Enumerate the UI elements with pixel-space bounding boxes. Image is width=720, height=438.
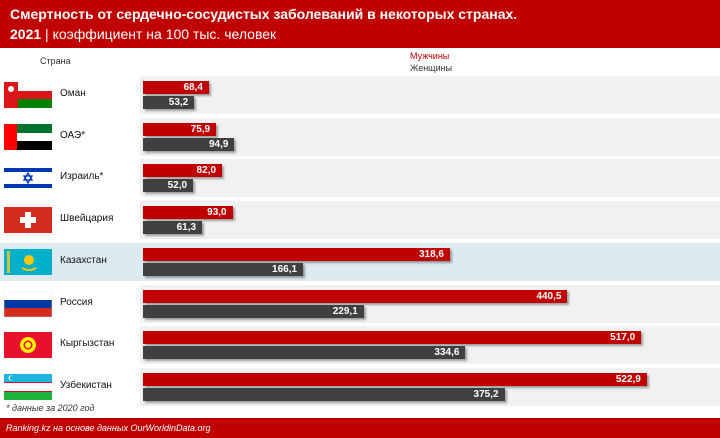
kazakhstan-flag-icon (4, 248, 52, 275)
legend-men: Мужчины (410, 51, 450, 61)
chart-row: Россия 440,5 229,1 (0, 284, 720, 323)
footnote: * данные за 2020 год (6, 403, 95, 413)
chart-row: Казахстан 318,6 166,1 (0, 242, 720, 281)
data-label: 522,9 (615, 373, 641, 385)
country-label: ОАЭ* (60, 129, 86, 141)
country-label: Израиль* (60, 171, 104, 183)
unit-label: коэффициент на 100 тыс. человек (52, 26, 277, 42)
chart-row: Оман 68,4 53,2 (0, 76, 720, 114)
chart-row: Кыргызстан 517,0 334,6 (0, 326, 720, 365)
legend: Мужчины Женщины (410, 50, 452, 74)
year-label: 2021 (10, 26, 42, 42)
bar-men: 82,0 (143, 164, 223, 178)
data-label: 166,1 (272, 263, 298, 275)
country-label: Швейцария (60, 213, 114, 225)
chart-subtitle: 2021 | коэффициент на 100 тыс. человек (10, 24, 710, 44)
data-label: 52,0 (167, 180, 188, 192)
country-column-label: Страна (40, 56, 71, 66)
country-label: Казахстан (60, 254, 107, 266)
country-label: Оман (60, 88, 86, 99)
data-label: 517,0 (610, 332, 636, 344)
data-label: 68,4 (183, 82, 203, 93)
country-label: Кыргызстан (60, 338, 115, 350)
chart-row: Швейцария 93,0 61,3 (0, 201, 720, 240)
country-label: Узбекистан (60, 379, 112, 391)
chart-row: ОАЭ* 75,9 94,9 (0, 117, 720, 156)
data-label: 334,6 (434, 347, 460, 359)
legend-women: Женщины (410, 63, 453, 73)
data-label: 94,9 (208, 138, 229, 150)
data-label: 93,0 (207, 207, 227, 219)
country-label: Россия (60, 296, 93, 308)
chart-title: Смертность от сердечно-сосудистых заболе… (10, 6, 518, 22)
uzbekistan-flag-icon (4, 373, 52, 400)
oman-flag-icon (4, 82, 52, 108)
data-label: 53,2 (168, 97, 189, 108)
bar-women: 53,2 (143, 96, 195, 109)
switzerland-flag-icon (4, 207, 52, 234)
header: Смертность от сердечно-сосудистых заболе… (0, 0, 720, 48)
bar-women: 61,3 (143, 221, 203, 235)
chart-row: Израиль* 82,0 52,0 (0, 159, 720, 198)
bar-women: 375,2 (143, 387, 505, 401)
bar-men: 75,9 (143, 122, 217, 136)
bar-women: 166,1 (143, 262, 304, 276)
data-label: 61,3 (176, 222, 197, 234)
russia-flag-icon (4, 290, 52, 317)
bar-women: 52,0 (143, 179, 194, 193)
bar-women: 334,6 (143, 346, 466, 360)
data-label: 440,5 (536, 290, 562, 302)
bar-men: 517,0 (143, 331, 642, 345)
separator: | (45, 26, 49, 42)
kyrgyzstan-flag-icon (4, 332, 52, 359)
israel-flag-icon (4, 165, 52, 192)
uae-flag-icon (4, 123, 52, 150)
data-label: 75,9 (190, 123, 211, 135)
chart-row: Узбекистан 522,9 375,2 (0, 367, 720, 406)
bar-men: 68,4 (143, 81, 209, 94)
data-label: 318,6 (418, 248, 444, 260)
bar-men: 93,0 (143, 206, 233, 220)
bar-men: 318,6 (143, 247, 450, 261)
bar-men: 522,9 (143, 372, 647, 386)
data-label: 229,1 (332, 305, 358, 317)
source-footer: Ranking.kz на основе данных OurWorldinDa… (0, 418, 720, 438)
data-label: 375,2 (473, 388, 499, 400)
bar-women: 229,1 (143, 304, 364, 318)
bar-men: 440,5 (143, 289, 568, 303)
data-label: 82,0 (196, 165, 217, 177)
bar-women: 94,9 (143, 137, 235, 151)
